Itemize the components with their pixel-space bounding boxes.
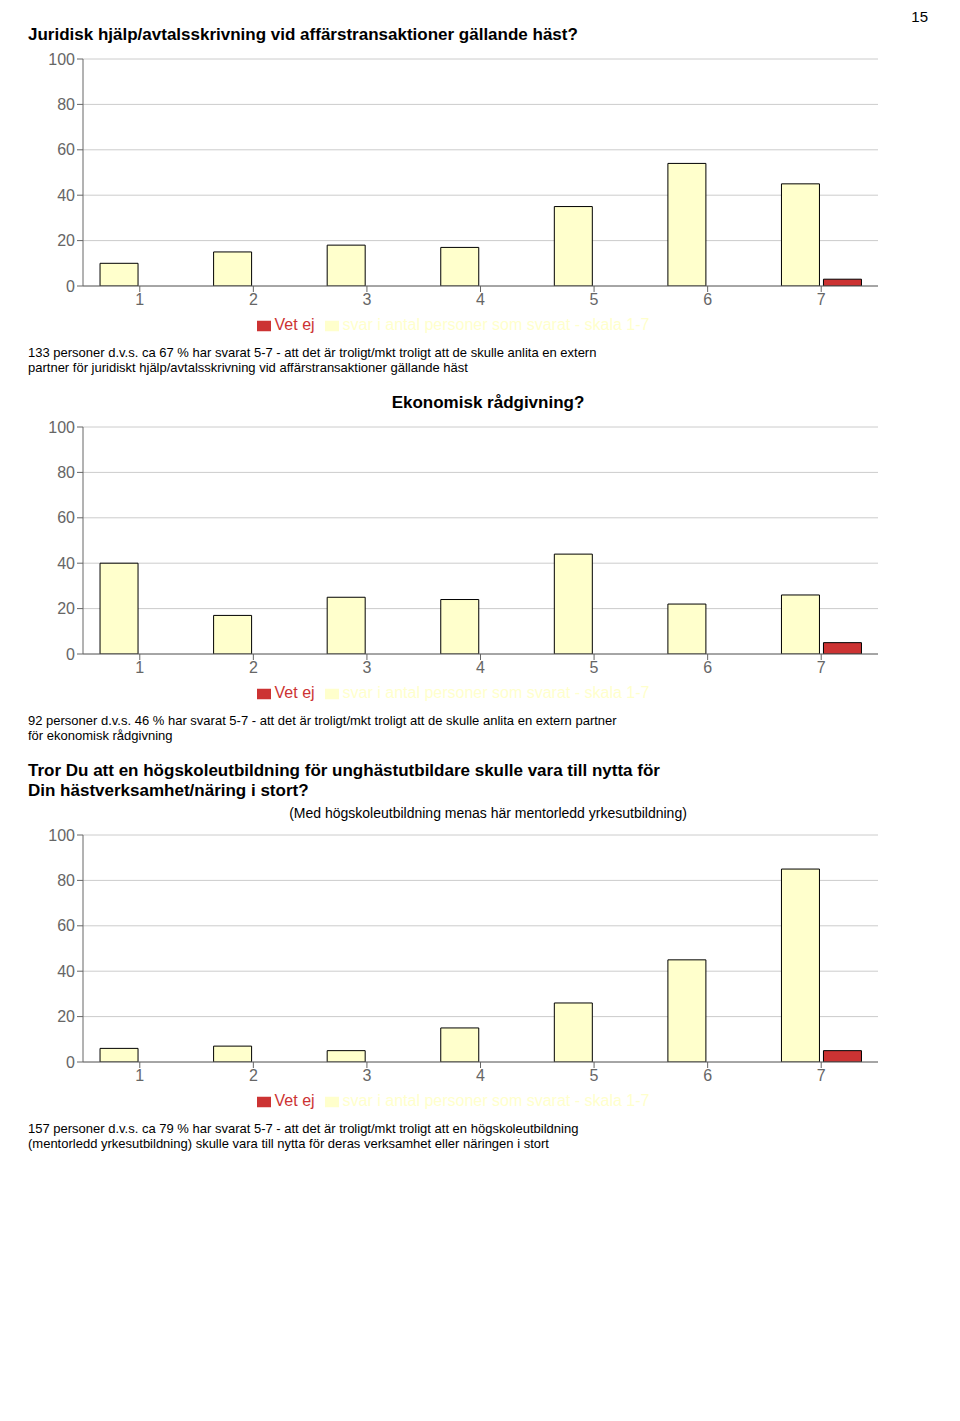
svg-text:4: 4 [476,291,485,308]
html-text:Vet ej: Vet ej [274,316,315,333]
svg-text:60: 60 [57,141,75,158]
svg-text:40: 40 [57,963,75,980]
svg-text:80: 80 [57,872,75,889]
svg-text:1: 1 [135,291,144,308]
svg-text:60: 60 [57,917,75,934]
svg-text:0: 0 [66,278,75,295]
svg-text:40: 40 [57,187,75,204]
svg-text:2: 2 [249,1067,258,1084]
svg-text:3: 3 [362,1067,371,1084]
svg-text:40: 40 [57,555,75,572]
svg-text:100: 100 [48,51,75,68]
html-text:Tror Du att en högskoleutbildn: Tror Du att en högskoleutbildning för un… [28,761,660,780]
svg-text:20: 20 [57,1008,75,1025]
html-text:svar i antal personer som svar: svar i antal personer som svarat - skala… [342,316,650,333]
svg-text:3: 3 [362,291,371,308]
svg-text:5: 5 [590,291,599,308]
html-text:Vet ej: Vet ej [274,684,315,701]
svg-text:2: 2 [249,291,258,308]
html-text:(Med högskoleutbildning menas: (Med högskoleutbildning menas här mentor… [289,805,687,821]
html-text:Ekonomisk rådgivning?: Ekonomisk rådgivning? [391,393,585,412]
svg-text:6: 6 [703,1067,712,1084]
svg-text:100: 100 [48,827,75,844]
svg-text:7: 7 [817,659,826,676]
svg-text:4: 4 [476,659,485,676]
html-text:svar i antal personer som svar: svar i antal personer som svarat - skala… [342,684,650,701]
html-text:Juridisk hjälp/avtalsskrivning: Juridisk hjälp/avtalsskrivning vid affär… [28,25,578,44]
svg-text:5: 5 [590,659,599,676]
svg-text:1: 1 [135,659,144,676]
svg-text:4: 4 [476,1067,485,1084]
svg-text:0: 0 [66,646,75,663]
html-text:för ekonomisk rådgivning: för ekonomisk rådgivning [28,728,173,743]
svg-text:7: 7 [817,291,826,308]
svg-text:0: 0 [66,1054,75,1071]
html-text:92 personer d.v.s. 46 % har sv: 92 personer d.v.s. 46 % har svarat 5-7 -… [28,713,617,728]
svg-text:80: 80 [57,96,75,113]
svg-text:7: 7 [817,1067,826,1084]
svg-text:3: 3 [362,659,371,676]
svg-text:20: 20 [57,232,75,249]
html-text:Vet ej: Vet ej [274,1092,315,1109]
html-text:svar i antal personer som svar: svar i antal personer som svarat - skala… [342,1092,650,1109]
html-text:157 personer d.v.s. ca 79 % ha: 157 personer d.v.s. ca 79 % har svarat 5… [28,1121,579,1136]
svg-text:80: 80 [57,464,75,481]
svg-text:6: 6 [703,659,712,676]
svg-text:2: 2 [249,659,258,676]
html-text:Din hästverksamhet/näring i st: Din hästverksamhet/näring i stort? [28,781,309,800]
html-text:15: 15 [911,8,928,25]
html-text:133 personer d.v.s. ca 67 % ha: 133 personer d.v.s. ca 67 % har svarat 5… [28,345,597,360]
svg-text:20: 20 [57,600,75,617]
html-text:(mentorledd yrkesutbildning) s: (mentorledd yrkesutbildning) skulle vara… [28,1136,549,1151]
svg-text:6: 6 [703,291,712,308]
svg-text:1: 1 [135,1067,144,1084]
svg-text:100: 100 [48,419,75,436]
svg-text:5: 5 [590,1067,599,1084]
html-text:partner för juridiskt hjälp/av: partner för juridiskt hjälp/avtalsskrivn… [28,360,468,375]
svg-text:60: 60 [57,509,75,526]
